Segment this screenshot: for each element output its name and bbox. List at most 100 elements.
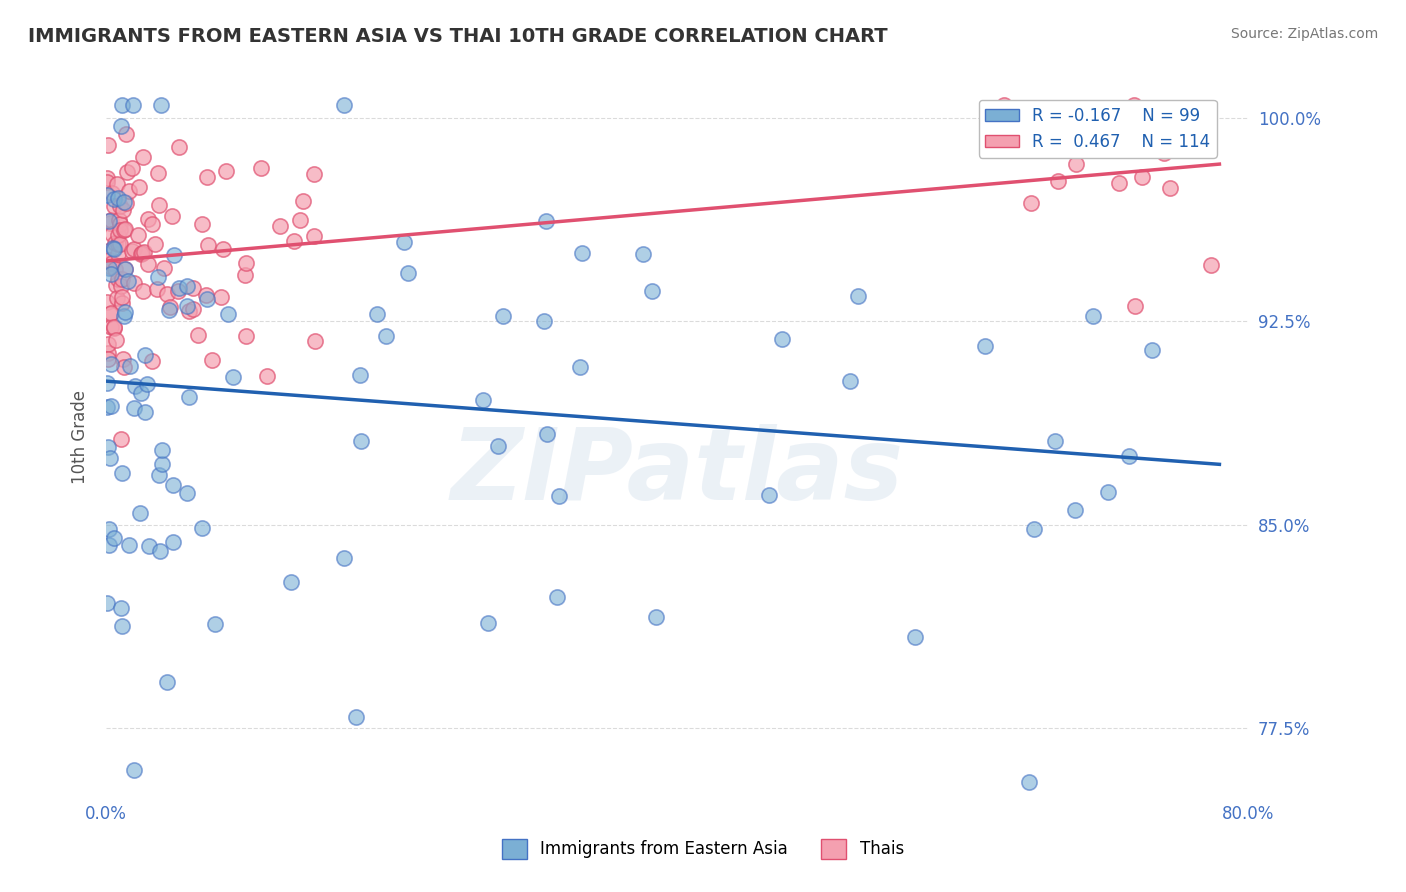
Point	[112, 223, 135, 237]
Point	[191, 520, 214, 534]
Point	[1130, 169, 1153, 184]
Point	[222, 370, 245, 384]
Text: IMMIGRANTS FROM EASTERN ASIA VS THAI 10TH GRADE CORRELATION CHART: IMMIGRANTS FROM EASTERN ASIA VS THAI 10T…	[28, 27, 887, 45]
Point	[100, 306, 122, 320]
Point	[127, 228, 149, 243]
Point	[108, 199, 131, 213]
Point	[134, 405, 156, 419]
Point	[132, 150, 155, 164]
Point	[160, 210, 183, 224]
Point	[1159, 125, 1181, 139]
Point	[131, 285, 153, 299]
Point	[103, 235, 125, 250]
Point	[103, 321, 125, 335]
Point	[97, 214, 120, 228]
Point	[110, 279, 132, 293]
Point	[114, 222, 136, 236]
Point	[197, 237, 219, 252]
Point	[546, 591, 568, 605]
Point	[96, 376, 118, 390]
Point	[104, 261, 127, 276]
Point	[291, 194, 314, 209]
Point	[131, 246, 153, 260]
Point	[548, 489, 571, 503]
Point	[122, 763, 145, 777]
Point	[138, 539, 160, 553]
Point	[569, 359, 592, 374]
Point	[121, 161, 143, 175]
Point	[101, 256, 124, 270]
Point	[96, 187, 118, 202]
Point	[117, 165, 139, 179]
Point	[105, 177, 128, 191]
Point	[148, 198, 170, 212]
Point	[571, 246, 593, 260]
Point	[103, 532, 125, 546]
Point	[1019, 196, 1042, 211]
Point	[108, 223, 131, 237]
Point	[110, 119, 132, 133]
Point	[107, 227, 129, 242]
Point	[114, 304, 136, 318]
Point	[97, 522, 120, 536]
Point	[533, 314, 555, 328]
Point	[121, 244, 143, 259]
Point	[96, 175, 118, 189]
Point	[101, 186, 124, 200]
Point	[179, 390, 201, 404]
Point	[846, 289, 869, 303]
Point	[204, 616, 226, 631]
Point	[187, 328, 209, 343]
Point	[114, 261, 136, 276]
Point	[132, 244, 155, 259]
Point	[471, 392, 494, 407]
Point	[176, 299, 198, 313]
Point	[100, 227, 122, 242]
Point	[159, 300, 181, 314]
Point	[1097, 484, 1119, 499]
Point	[280, 574, 302, 589]
Point	[122, 276, 145, 290]
Point	[121, 97, 143, 112]
Point	[103, 193, 125, 207]
Point	[396, 266, 419, 280]
Point	[333, 97, 356, 112]
Point	[1118, 449, 1140, 463]
Point	[100, 267, 122, 281]
Point	[124, 401, 146, 416]
Point	[1199, 258, 1222, 272]
Point	[195, 293, 218, 307]
Point	[269, 219, 291, 234]
Point	[108, 217, 131, 231]
Point	[107, 272, 129, 286]
Point	[179, 304, 201, 318]
Point	[536, 426, 558, 441]
Point	[1043, 434, 1066, 449]
Point	[120, 359, 142, 374]
Point	[1047, 174, 1070, 188]
Point	[333, 551, 356, 566]
Point	[104, 333, 127, 347]
Point	[143, 236, 166, 251]
Point	[993, 97, 1015, 112]
Point	[770, 333, 793, 347]
Text: ZIPatlas: ZIPatlas	[450, 424, 904, 521]
Point	[96, 596, 118, 610]
Point	[215, 164, 238, 178]
Point	[141, 354, 163, 368]
Point	[375, 329, 398, 343]
Point	[233, 268, 256, 282]
Point	[201, 352, 224, 367]
Point	[146, 270, 169, 285]
Point	[903, 630, 925, 644]
Point	[163, 247, 186, 261]
Point	[112, 202, 135, 217]
Point	[107, 291, 129, 305]
Point	[349, 368, 371, 383]
Point	[111, 466, 134, 480]
Point	[148, 468, 170, 483]
Point	[304, 334, 326, 348]
Point	[107, 213, 129, 227]
Point	[118, 538, 141, 552]
Point	[136, 211, 159, 226]
